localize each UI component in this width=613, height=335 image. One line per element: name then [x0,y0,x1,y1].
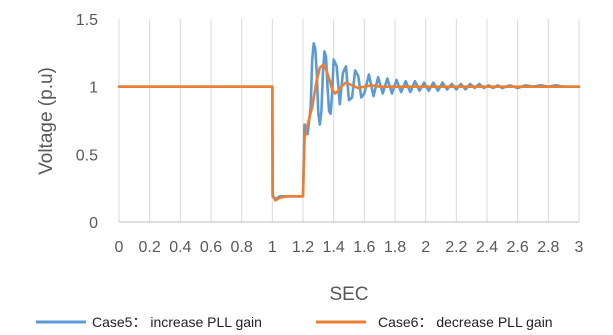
x-tick-label: 1 [268,239,277,256]
gridlines [118,19,580,222]
x-tick-label: 0.4 [169,239,191,256]
x-tick-label: 2.6 [507,239,529,256]
tick-labels: 0 0.2 0.4 0.6 0.8 1 1.2 1.4 1.6 1.8 2 2.2 2.4 2.6 2.8 3… [76,12,584,256]
series-lines [117,42,581,202]
legend: Case5： increase PLL gain Case6： decrease… [36,314,553,330]
x-tick-label: 0.2 [139,239,161,256]
y-tick-label: 0.5 [76,147,98,164]
y-tick-label: 1 [89,80,98,97]
x-tick-label: 1.8 [384,239,406,256]
x-tick-label: 3 [575,239,584,256]
x-tick-label: 0 [115,239,124,256]
x-tick-label: 0.6 [200,239,222,256]
series-line-case6 [117,63,581,202]
x-tick-label: 1.4 [323,239,345,256]
x-axis-title: SEC [329,284,368,305]
x-tick-label: 1.6 [353,239,375,256]
x-tick-label: 2.2 [445,239,467,256]
legend-label-case5: Case5： increase PLL gain [92,314,262,330]
legend-label-case6: Case6： decrease PLL gain [378,314,553,330]
y-axis-title: Voltage (p.u) [36,67,57,175]
y-tick-label: 1.5 [76,12,98,29]
series-line-case5 [117,42,581,201]
x-tick-label: 2 [421,239,430,256]
x-tick-label: 1.2 [292,239,314,256]
y-tick-label: 0 [89,215,98,232]
x-tick-label: 2.4 [476,239,498,256]
x-tick-label: 2.8 [537,239,559,256]
x-tick-label: 0.8 [231,239,253,256]
